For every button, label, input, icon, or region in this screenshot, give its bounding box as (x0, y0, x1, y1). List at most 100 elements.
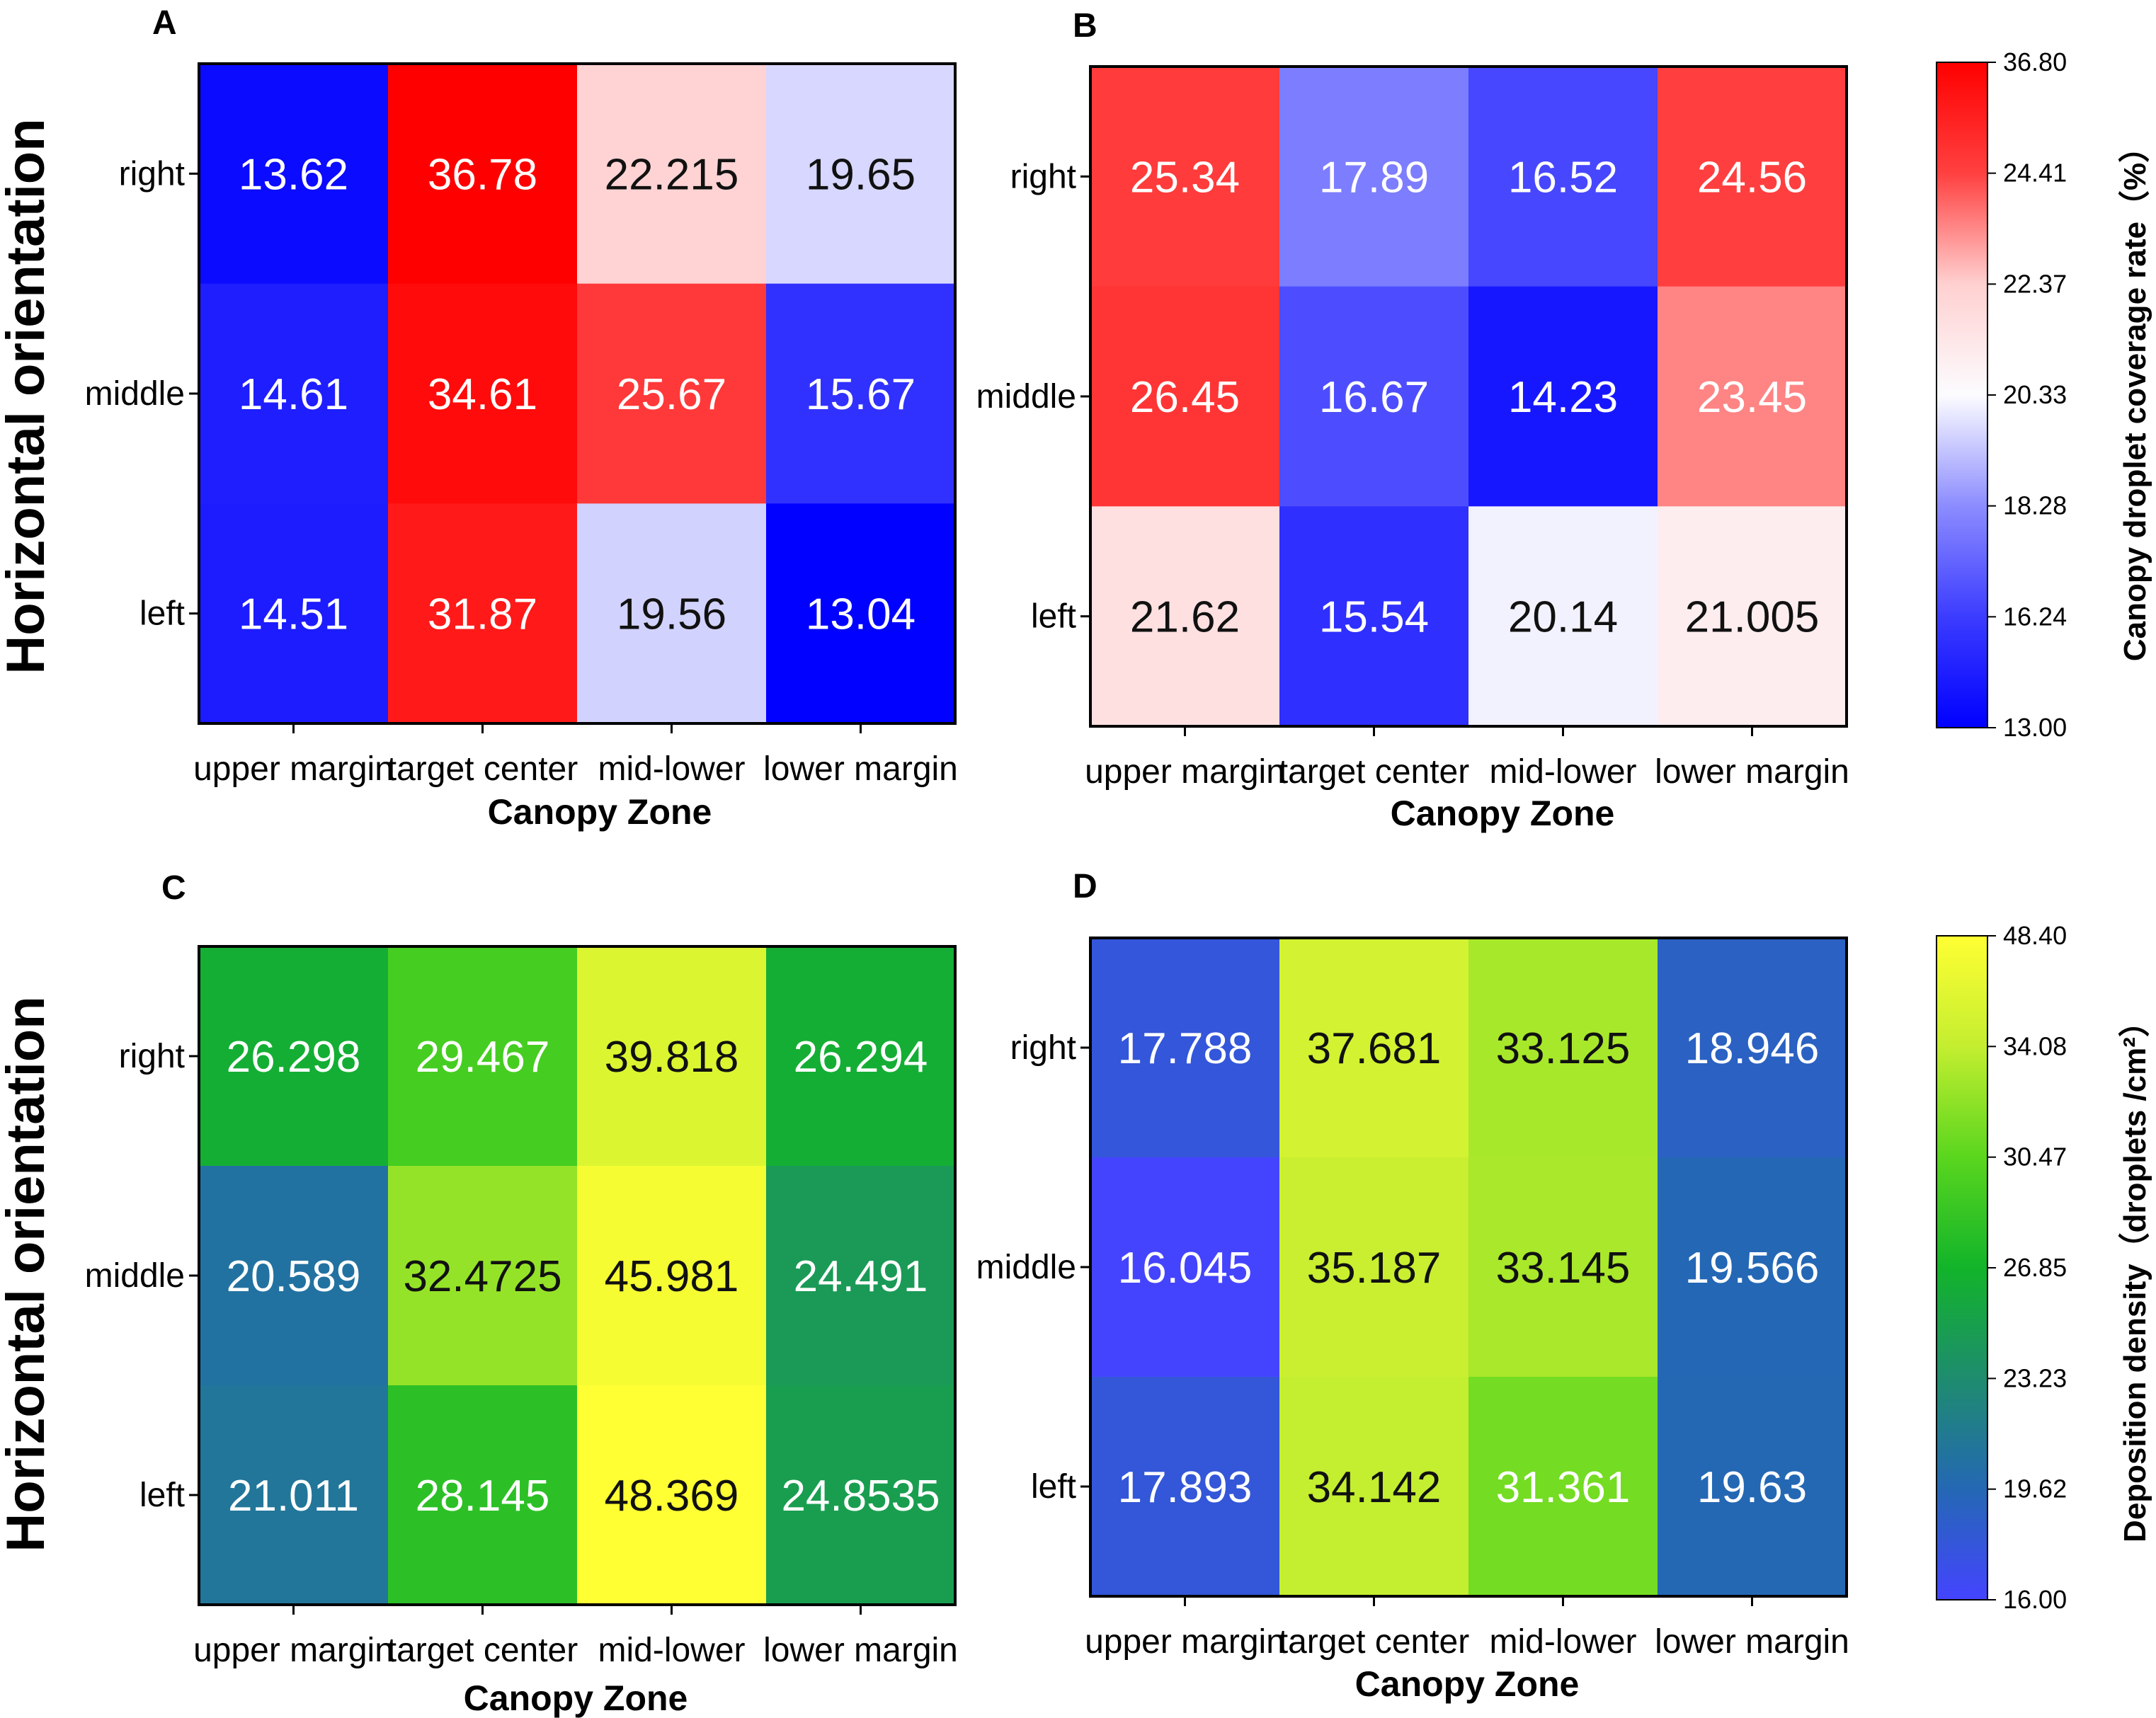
cell-value-label: 21.011 (228, 1472, 359, 1521)
heatmap-cell-left-2 (1468, 506, 1658, 727)
x-tick-label: mid-lower (598, 1632, 745, 1669)
heatmap-cell-left-0 (1090, 506, 1280, 727)
cell-value-label: 13.04 (806, 590, 916, 639)
cell-value-label: 16.52 (1508, 153, 1618, 202)
cell-value-label: 18.946 (1685, 1024, 1820, 1073)
x-tick-label: mid-lower (1489, 1623, 1636, 1661)
cell-value-label: 16.67 (1319, 373, 1429, 422)
cell-value-label: 19.65 (806, 150, 916, 199)
heatmap-cell-left-3 (1658, 506, 1847, 727)
heatmap-cell-middle-2 (577, 283, 767, 504)
panel-label-a: A (152, 4, 177, 42)
cell-value-label: 13.62 (239, 150, 348, 199)
x-tick-label: upper margin (193, 1632, 394, 1669)
y-tick-label: middle (85, 1257, 185, 1295)
heatmap-cell-right-2 (1468, 67, 1658, 287)
heatmap-cell-left-2 (1468, 1377, 1658, 1597)
colorbar-density: 48.40 34.08 30.47 26.85 23.23 19.62 16.00 (1936, 921, 2067, 1614)
cell-value-label: 21.005 (1685, 593, 1820, 642)
y-axis-title-bottom: Horizontal orientation (0, 996, 56, 1552)
cell-value-label: 34.61 (428, 370, 537, 419)
heatmap-cell-right-0 (1090, 67, 1280, 287)
cell-value-label: 31.87 (428, 590, 537, 639)
x-tick-label: lower margin (763, 1632, 958, 1669)
heatmap-cell-middle-2 (1468, 1157, 1658, 1378)
panel-label-c: C (161, 869, 186, 907)
heatmap-cell-right-2 (1468, 938, 1658, 1158)
cell-value-label: 15.54 (1319, 593, 1429, 642)
y-tick-label: left (139, 595, 185, 633)
cell-value-label: 26.294 (794, 1033, 928, 1082)
heatmap-cell-middle-2 (1468, 286, 1658, 507)
heatmap-cell-left-1 (1279, 506, 1469, 727)
heatmap-cell-left-2 (577, 503, 767, 724)
cell-value-label: 19.63 (1697, 1463, 1807, 1512)
x-tick-label: lower margin (1655, 753, 1849, 791)
cell-value-label: 25.67 (617, 370, 726, 419)
heatmap-cell-right-1 (1279, 67, 1469, 287)
x-tick-label: target center (387, 1632, 578, 1669)
colorbar-tick-label: 16.24 (2003, 602, 2067, 631)
cell-value-label: 24.491 (794, 1252, 928, 1301)
cell-value-label: 29.467 (416, 1033, 550, 1082)
colorbar-tick-label: 36.80 (2003, 47, 2067, 76)
heatmap-cell-left-0 (1090, 1377, 1280, 1597)
heatmap-cell-middle-2 (577, 1166, 767, 1386)
colorbar-tick-label: 30.47 (2003, 1143, 2067, 1172)
heatmap-cell-right-2 (577, 64, 767, 285)
y-tick-label: middle (976, 1249, 1076, 1286)
colorbar-tick-label: 26.85 (2003, 1253, 2067, 1282)
x-axis-title-b: Canopy Zone (1391, 794, 1615, 833)
colorbar-title-coverage: Canopy droplet coverage rate（%） (2118, 132, 2152, 661)
colorbar-tick-label: 13.00 (2003, 713, 2067, 742)
heatmap-panel-c: 26.298 29.467 39.818 26.294 20.589 32.4725 45.… (85, 945, 958, 1669)
cell-value-label: 34.142 (1307, 1463, 1442, 1512)
cell-value-label: 24.8535 (781, 1472, 940, 1521)
y-tick-label: right (1010, 1029, 1076, 1067)
colorbar-tick-label: 19.62 (2003, 1474, 2067, 1504)
cell-value-label: 16.045 (1118, 1244, 1253, 1293)
colorbar-title-density: Deposition density（droplets /cm²） (2118, 1006, 2152, 1542)
y-tick-label: middle (976, 378, 1076, 416)
cell-value-label: 14.23 (1508, 373, 1618, 422)
x-tick-label: target center (387, 750, 578, 788)
colorbar-tick-label: 48.40 (2003, 921, 2067, 950)
cell-value-label: 26.45 (1130, 373, 1240, 422)
heatmap-cell-right-3 (766, 64, 956, 285)
cell-value-label: 15.67 (806, 370, 916, 419)
heatmap-cell-right-0 (199, 64, 389, 285)
y-tick-label: left (139, 1477, 185, 1514)
x-axis-title-a: Canopy Zone (488, 792, 712, 832)
cell-value-label: 45.981 (605, 1252, 739, 1301)
heatmap-cell-right-1 (388, 64, 578, 285)
y-tick-label: middle (85, 375, 185, 413)
colorbar-gradient-density (1936, 935, 1988, 1600)
cell-value-label: 24.56 (1697, 153, 1807, 202)
heatmap-cell-middle-0 (199, 1166, 389, 1386)
heatmap-cell-middle-0 (199, 283, 389, 504)
colorbar-tick-label: 24.41 (2003, 159, 2067, 188)
y-tick-label: right (119, 1038, 185, 1075)
heatmap-cell-right-0 (199, 946, 389, 1167)
cell-value-label: 25.34 (1130, 153, 1240, 202)
x-tick-label: upper margin (1085, 753, 1285, 791)
x-tick-label: lower margin (763, 750, 958, 788)
heatmap-cell-middle-3 (1658, 286, 1847, 507)
cell-value-label: 32.4725 (403, 1252, 561, 1301)
heatmap-cell-middle-0 (1090, 286, 1280, 507)
heatmap-cell-right-2 (577, 946, 767, 1167)
cell-value-label: 17.788 (1118, 1024, 1253, 1073)
panel-label-d: D (1073, 868, 1097, 905)
x-tick-label: target center (1279, 1623, 1470, 1661)
heatmap-cell-middle-3 (766, 283, 956, 504)
heatmap-cell-middle-3 (1658, 1157, 1847, 1378)
heatmap-cell-left-3 (766, 503, 956, 724)
cell-value-label: 35.187 (1307, 1244, 1442, 1293)
heatmap-cell-left-1 (388, 1385, 578, 1605)
cell-value-label: 36.78 (428, 150, 537, 199)
colorbar-gradient-coverage (1936, 62, 1988, 728)
y-tick-label: right (1010, 158, 1076, 195)
colorbar-tick-label: 16.00 (2003, 1585, 2067, 1614)
colorbar-tick-label: 34.08 (2003, 1031, 2067, 1060)
heatmap-panel-b: 25.34 17.89 16.52 24.56 26.45 16.67 14.23 23.45… (976, 65, 1849, 791)
